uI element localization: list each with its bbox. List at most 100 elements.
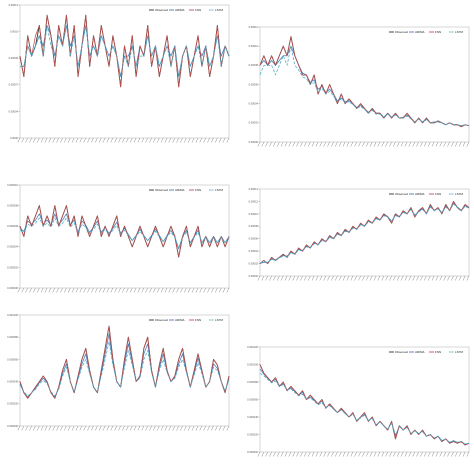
y-tick-label: 0.00006: [249, 82, 259, 86]
x-tick-mark: [284, 141, 288, 147]
x-tick-mark: [435, 141, 439, 147]
x-tick-mark: [292, 451, 296, 457]
x-tick-mark: [447, 451, 450, 457]
x-tick-mark: [180, 287, 183, 293]
x-tick-mark: [118, 287, 121, 293]
x-tick-mark: [443, 451, 447, 457]
x-tick-mark: [91, 425, 94, 431]
x-tick-mark: [385, 451, 388, 457]
x-tick-mark: [354, 451, 357, 457]
x-tick-mark: [21, 137, 25, 143]
x-tick-mark: [362, 451, 365, 457]
y-tick-label: 0.00010: [249, 44, 259, 48]
x-tick-mark: [17, 425, 21, 431]
x-tick-mark: [75, 137, 79, 143]
x-tick-mark: [338, 275, 342, 281]
x-tick-mark: [393, 141, 396, 147]
chart-svg-5: 0.000000 0.000020 0.000040 0.000060 0.000080…: [7, 313, 230, 431]
x-tick-mark: [176, 425, 179, 431]
x-tick-mark: [389, 451, 392, 457]
x-tick-mark: [153, 425, 156, 431]
x-tick-mark: [141, 287, 145, 293]
legend-label: LSTM: [455, 30, 464, 34]
x-tick-mark: [98, 287, 102, 293]
series-line-arima: [259, 45, 470, 127]
x-tick-mark: [71, 287, 75, 293]
x-tick-mark: [396, 275, 400, 281]
x-tick-mark: [122, 425, 125, 431]
series-line-arima: [20, 25, 230, 77]
legend-label: FNN: [195, 318, 201, 322]
y-tick-label: 0.00004: [249, 249, 259, 253]
x-tick-mark: [365, 275, 369, 281]
x-tick-mark: [300, 141, 303, 147]
x-tick-mark: [362, 141, 365, 147]
x-tick-mark: [304, 451, 307, 457]
series-line-lstm: [19, 217, 230, 249]
x-tick-mark: [141, 137, 145, 143]
plot-area: [19, 314, 230, 427]
series-line-arima: [259, 368, 470, 445]
plot-area: [19, 4, 230, 139]
x-tick-mark: [153, 287, 156, 293]
legend-label: FNN: [435, 192, 441, 196]
x-tick-mark: [36, 137, 40, 143]
x-tick-mark: [319, 451, 323, 457]
x-tick-mark: [304, 141, 307, 147]
x-tick-mark: [145, 425, 148, 431]
legend-label: Observed: [155, 318, 168, 322]
x-tick-mark: [21, 425, 25, 431]
x-tick-mark: [381, 275, 385, 281]
chart-svg-4: 0.00000 0.00002 0.00004 0.00006 0.00008 0.000…: [249, 187, 470, 281]
series-line-lstm: [20, 25, 230, 77]
x-tick-mark: [284, 451, 288, 457]
x-tick-mark: [257, 275, 261, 281]
x-tick-mark: [280, 141, 284, 147]
x-tick-mark: [137, 425, 141, 431]
x-tick-mark: [218, 425, 222, 431]
x-tick-mark: [91, 287, 94, 293]
legend-label: ARIMA: [415, 192, 425, 196]
x-tick-mark: [447, 141, 450, 147]
x-tick-mark: [408, 275, 412, 281]
x-tick-mark: [164, 287, 168, 293]
x-tick-mark: [149, 137, 152, 143]
x-tick-mark: [315, 141, 319, 147]
x-tick-mark: [56, 287, 59, 293]
y-tick-label: 0.000080: [7, 335, 18, 339]
series-line-lstm: [259, 203, 470, 264]
y-tick-label: 0.00004: [249, 102, 259, 106]
x-tick-mark: [129, 287, 133, 293]
x-tick-mark: [71, 425, 75, 431]
x-tick-mark: [203, 425, 207, 431]
x-tick-mark: [17, 137, 21, 143]
x-tick-mark: [451, 451, 454, 457]
x-tick-mark: [203, 137, 207, 143]
x-tick-mark: [67, 425, 71, 431]
x-tick-mark: [327, 141, 330, 147]
legend-label: FNN: [435, 350, 441, 354]
x-tick-mark: [451, 275, 454, 281]
x-tick-mark: [365, 141, 369, 147]
y-tick-label: 0.000000: [7, 286, 18, 290]
x-tick-mark: [64, 137, 67, 143]
x-tick-mark: [71, 137, 75, 143]
x-tick-mark: [64, 287, 67, 293]
x-tick-mark: [373, 451, 377, 457]
x-tick-mark: [288, 141, 292, 147]
x-tick-mark: [346, 275, 350, 281]
x-tick-mark: [412, 451, 416, 457]
x-tick-mark: [102, 287, 106, 293]
chart-panel-5: 0.000000 0.000020 0.000040 0.000060 0.000080…: [4, 312, 232, 440]
x-tick-mark: [466, 451, 470, 457]
x-tick-mark: [218, 137, 222, 143]
legend-label: Observed: [395, 350, 408, 354]
y-tick-label: 0.000020: [247, 432, 258, 436]
x-tick-mark: [458, 451, 462, 457]
series-line-observed: [259, 200, 470, 265]
x-tick-mark: [435, 451, 439, 457]
x-tick-mark: [67, 287, 71, 293]
x-tick-mark: [87, 425, 90, 431]
x-tick-mark: [358, 141, 361, 147]
x-tick-mark: [226, 425, 230, 431]
